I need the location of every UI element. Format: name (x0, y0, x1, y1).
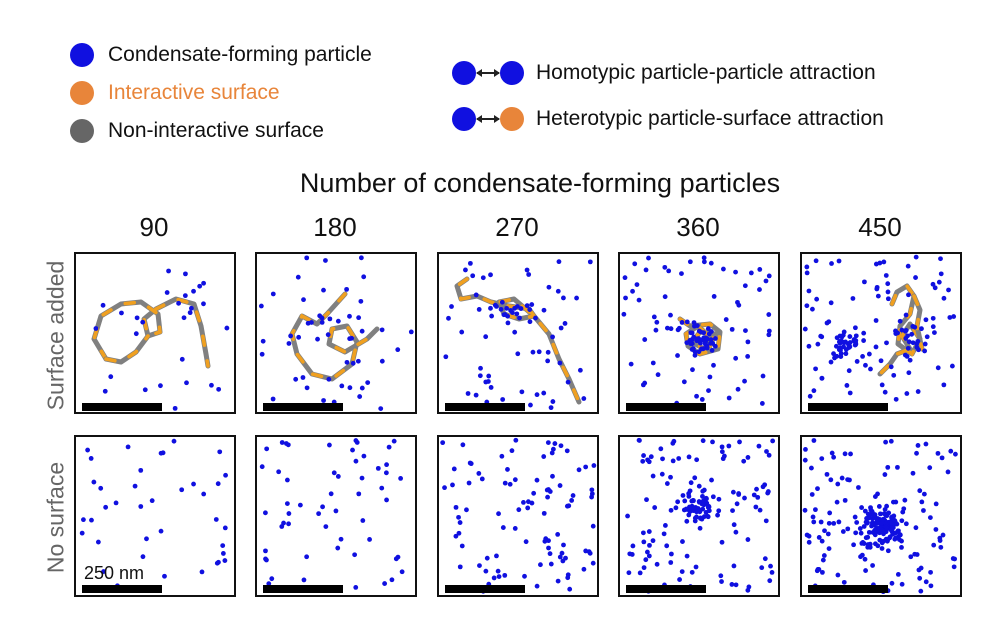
non-interactive-surface (103, 333, 151, 365)
panel-nosurface-270 (437, 435, 599, 597)
panel-nosurface-360 (618, 435, 780, 597)
non-interactive-surface (454, 276, 582, 405)
scale-bar (82, 403, 162, 411)
panel-canvas (802, 254, 957, 402)
column-label-1: 90 (139, 212, 169, 242)
legend-particle-label: Condensate-forming particle (108, 43, 372, 66)
panel-canvas (802, 438, 958, 595)
legend-interactive: Interactive surface (70, 81, 280, 105)
panel-canvas (258, 255, 414, 411)
heterotypic-pair-icon (452, 107, 524, 131)
interactive-surface (104, 334, 150, 364)
legend-interactive-dot (70, 81, 94, 105)
panel-canvas (259, 438, 405, 590)
column-label-3: 270 (495, 212, 539, 242)
legend-noninteractive: Non-interactive surface (70, 119, 324, 143)
scale-bar (445, 585, 525, 593)
legend-heterotypic: Heterotypic particle-surface attraction (452, 107, 884, 131)
panel-canvas (443, 259, 593, 411)
panel-surface-360 (618, 252, 780, 414)
scale-bar (808, 585, 888, 593)
row-label-surface: Surface added (42, 260, 69, 411)
column-label-4: 360 (676, 212, 720, 242)
panel-nosurface-180 (255, 435, 417, 597)
column-label-5: 450 (858, 212, 902, 242)
legend-particle-dot (70, 43, 94, 67)
row-label-nosurface: No surface (42, 461, 69, 574)
panel-canvas (440, 437, 597, 594)
panel-surface-90 (74, 252, 236, 414)
panel-canvas (91, 268, 230, 411)
scale-bar (626, 585, 706, 593)
interactive-surface (92, 297, 210, 368)
panel-canvas (621, 255, 772, 406)
legend-particle: Condensate-forming particle (70, 43, 372, 67)
legend-noninteractive-label: Non-interactive surface (108, 119, 324, 142)
legend-interactive-label: Interactive surface (108, 81, 280, 104)
scale-bar-label: 250 nm (84, 563, 145, 583)
panel-surface-180 (255, 252, 417, 414)
super-title: Number of condensate-forming particles (299, 168, 781, 198)
panel-surface-270 (437, 252, 599, 414)
interactive-surface (290, 292, 379, 381)
interactive-surface (678, 317, 722, 356)
scale-bar (808, 403, 888, 411)
legend-noninteractive-dot (70, 119, 94, 143)
scale-bar (445, 403, 525, 411)
non-interactive-surface (289, 291, 380, 382)
panel-canvas (625, 437, 776, 594)
scale-bar (263, 403, 343, 411)
legend-homotypic-label: Homotypic particle-particle attraction (536, 61, 876, 84)
panel-nosurface-450 (800, 435, 962, 597)
scale-bar (626, 403, 706, 411)
scale-bar (82, 585, 162, 593)
interactive-surface (912, 294, 924, 351)
panel-surface-450 (800, 252, 962, 414)
legend-heterotypic-label: Heterotypic particle-surface attraction (536, 107, 884, 130)
legend-homotypic: Homotypic particle-particle attraction (452, 61, 876, 85)
interactive-surface (878, 283, 923, 376)
homotypic-pair-icon (452, 61, 524, 85)
column-label-2: 180 (313, 212, 357, 242)
scale-bar (263, 585, 343, 593)
panel-canvas (79, 438, 228, 589)
panel-nosurface-90 (74, 435, 236, 597)
